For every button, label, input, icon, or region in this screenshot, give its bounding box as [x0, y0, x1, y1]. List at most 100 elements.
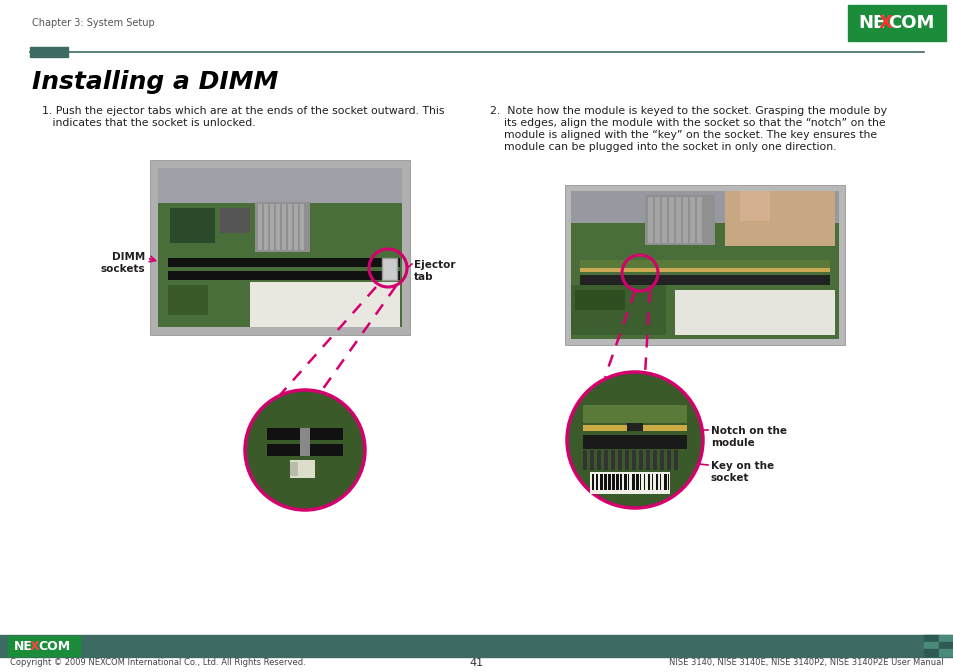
Bar [938, 635, 953, 642]
Bar [158, 168, 401, 203]
Text: X: X [878, 14, 892, 32]
Bar [250, 282, 399, 327]
Bar [647, 197, 652, 243]
Bar [651, 474, 655, 490]
Bar [589, 450, 594, 470]
Text: 41: 41 [470, 658, 483, 668]
Bar [592, 474, 595, 490]
Bar [697, 197, 701, 243]
Bar [645, 450, 649, 470]
Text: COM: COM [887, 14, 933, 32]
Bar [264, 204, 268, 250]
Bar [643, 474, 644, 490]
Bar [603, 450, 607, 470]
Bar [639, 450, 642, 470]
Circle shape [566, 372, 702, 508]
Bar [220, 208, 250, 233]
Bar [923, 642, 938, 649]
Text: module can be plugged into the socket in only one direction.: module can be plugged into the socket in… [490, 142, 836, 152]
Bar [610, 450, 615, 470]
Bar [740, 191, 769, 221]
Bar [673, 450, 678, 470]
Text: 2.  Note how the module is keyed to the socket. Grasping the module by: 2. Note how the module is keyed to the s… [490, 106, 886, 116]
Text: NISE 3140, NISE 3140E, NISE 3140P2, NISE 3140P2E User Manual: NISE 3140, NISE 3140E, NISE 3140P2, NISE… [669, 658, 943, 667]
Bar [170, 208, 214, 243]
Bar [938, 642, 953, 649]
Bar [676, 197, 680, 243]
Bar [571, 285, 665, 335]
Bar [603, 474, 606, 490]
Bar [663, 474, 665, 490]
Bar [596, 474, 598, 490]
Text: Installing a DIMM: Installing a DIMM [32, 70, 278, 94]
Bar [571, 191, 838, 223]
Bar [168, 258, 399, 267]
Bar [582, 435, 686, 449]
Text: Key on the
socket: Key on the socket [710, 461, 773, 483]
Text: X: X [30, 640, 40, 653]
Circle shape [245, 390, 365, 510]
Bar [659, 474, 660, 490]
Bar [589, 472, 669, 494]
Bar [290, 460, 314, 478]
Bar [675, 290, 834, 335]
Bar [666, 450, 670, 470]
Bar [668, 197, 673, 243]
Bar [647, 474, 650, 490]
Bar [150, 160, 410, 335]
Bar [626, 423, 642, 431]
Bar [294, 204, 297, 250]
Bar [689, 197, 695, 243]
Bar [724, 191, 834, 246]
Bar [938, 649, 953, 656]
Bar [618, 450, 621, 470]
Bar [288, 204, 292, 250]
Bar [631, 450, 636, 470]
Bar [624, 450, 628, 470]
Bar [631, 474, 635, 490]
Text: NE: NE [14, 640, 32, 653]
Bar [636, 474, 638, 490]
Bar [667, 474, 670, 490]
Bar [257, 204, 262, 250]
Bar [582, 450, 586, 470]
Bar [607, 474, 608, 490]
Bar [656, 474, 658, 490]
Text: DIMM
sockets: DIMM sockets [100, 252, 145, 274]
Text: its edges, align the module with the socket so that the “notch” on the: its edges, align the module with the soc… [490, 118, 884, 128]
Bar [597, 450, 600, 470]
Text: module is aligned with the “key” on the socket. The key ensures the: module is aligned with the “key” on the … [490, 130, 876, 140]
Bar [582, 425, 686, 431]
Bar [847, 5, 945, 41]
Bar [299, 428, 310, 456]
Text: COM: COM [38, 640, 71, 653]
Bar [923, 635, 938, 642]
Bar [644, 195, 714, 245]
Bar [0, 635, 953, 657]
Bar [158, 168, 401, 327]
Bar [682, 197, 687, 243]
Bar [564, 185, 844, 345]
Bar [168, 271, 399, 280]
Bar [275, 204, 280, 250]
Bar [579, 260, 829, 268]
Bar [30, 47, 68, 57]
Bar [571, 191, 838, 339]
Text: NE: NE [857, 14, 884, 32]
Bar [267, 444, 343, 456]
Bar [627, 474, 628, 490]
Bar [579, 268, 829, 272]
Bar [612, 474, 614, 490]
Bar [639, 474, 641, 490]
Bar [652, 450, 657, 470]
Text: indicates that the socket is unlocked.: indicates that the socket is unlocked. [42, 118, 255, 128]
Bar [582, 405, 686, 423]
Bar [299, 204, 304, 250]
Bar [579, 275, 829, 285]
Bar [575, 290, 624, 310]
Bar [616, 474, 618, 490]
Bar [290, 462, 297, 476]
Text: Copyright © 2009 NEXCOM International Co., Ltd. All Rights Reserved.: Copyright © 2009 NEXCOM International Co… [10, 658, 305, 667]
Bar [619, 474, 620, 490]
Bar [623, 474, 626, 490]
